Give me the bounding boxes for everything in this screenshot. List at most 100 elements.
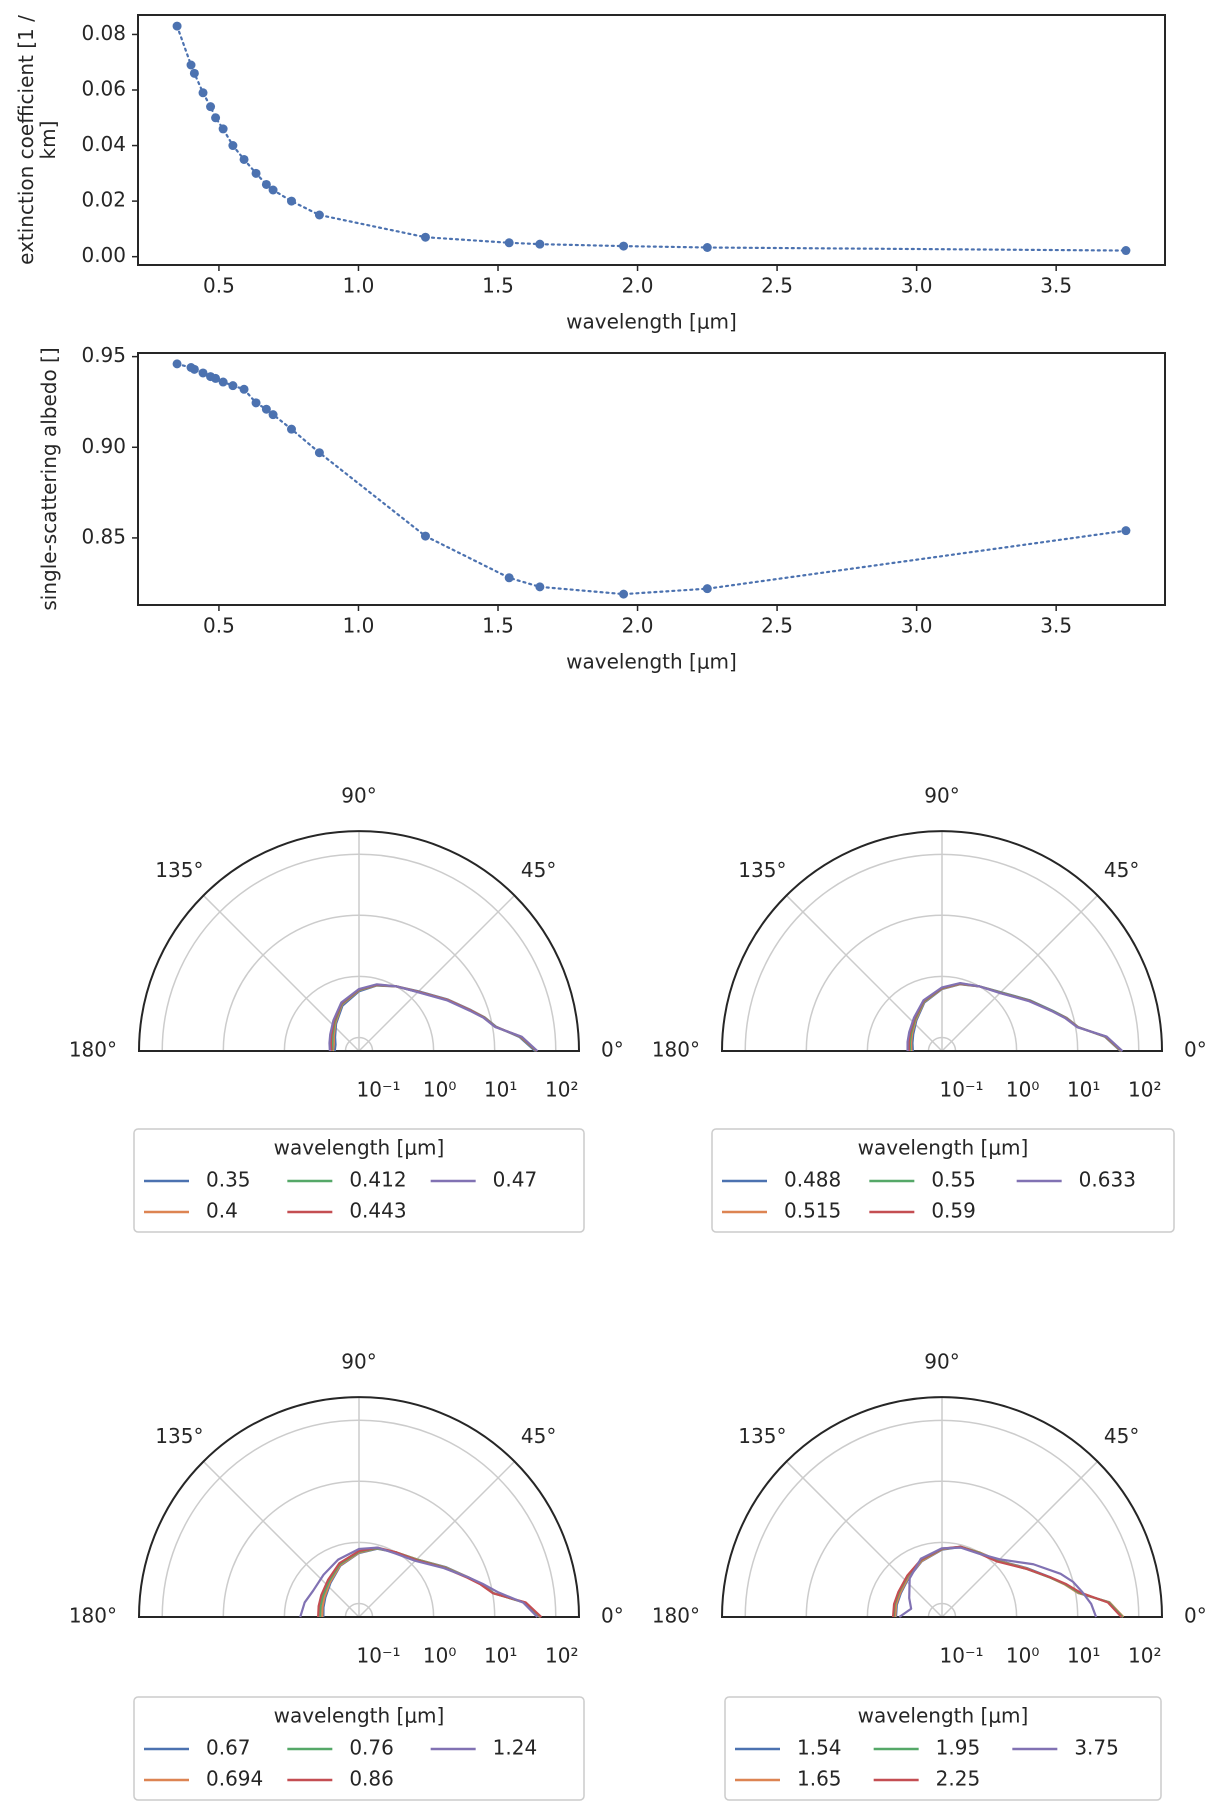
data-point (228, 381, 238, 391)
theta-tick-label: 0° (601, 1038, 624, 1062)
series-line (898, 1546, 1098, 1618)
theta-tick-label: 90° (924, 784, 959, 808)
data-point (420, 232, 430, 242)
legend-label: 0.694 (206, 1767, 263, 1791)
data-point (186, 60, 196, 70)
theta-tick-label: 0° (1184, 1038, 1207, 1062)
legend-label: 1.65 (797, 1767, 842, 1791)
y-tick-label: 0.02 (81, 188, 126, 212)
y-tick-label: 0.90 (81, 434, 126, 458)
legend-label: 2.25 (936, 1767, 981, 1791)
theta-tick-label: 90° (341, 784, 376, 808)
data-point (261, 404, 271, 414)
data-point (228, 141, 238, 151)
polar-frame (720, 1396, 1164, 1618)
legend-label: 1.54 (797, 1736, 842, 1760)
theta-tick-label: 45° (521, 1424, 556, 1448)
legend-label: 3.75 (1074, 1736, 1119, 1760)
data-point (314, 448, 324, 458)
legend-title: wavelength [μm] (274, 1136, 445, 1160)
data-point (251, 168, 261, 178)
legend-box (724, 1696, 1162, 1801)
y-axis-label: single-scattering albedo [] (37, 347, 61, 610)
theta-tick-label: 90° (341, 1350, 376, 1374)
theta-grid-line (785, 894, 943, 1052)
legend-label: 0.515 (784, 1199, 841, 1223)
data-point (619, 589, 629, 599)
data-point (198, 368, 208, 378)
polar-frame (720, 830, 1164, 1052)
data-point (504, 238, 514, 248)
data-point (619, 241, 629, 251)
x-tick-label: 3.0 (901, 614, 933, 638)
data-point (702, 243, 712, 252)
axes-frame (137, 352, 1166, 606)
series-line (317, 1546, 543, 1618)
r-tick-label: 10⁰ (1006, 1644, 1039, 1668)
r-tick-label: 10² (1128, 1078, 1161, 1102)
legend-box (133, 1128, 585, 1233)
theta-grid-line (941, 1460, 1099, 1618)
x-tick-label: 3.5 (1040, 614, 1072, 638)
data-point (420, 531, 430, 541)
x-tick-label: 1.5 (482, 614, 514, 638)
r-tick-label: 10¹ (484, 1078, 517, 1102)
data-line (175, 362, 1128, 596)
series-line (894, 1545, 1125, 1618)
data-point (211, 113, 221, 123)
legend-label: 0.4 (206, 1199, 238, 1223)
r-tick-label: 10⁻¹ (357, 1078, 401, 1102)
x-tick-label: 1.0 (343, 274, 375, 298)
x-tick-label: 2.5 (761, 274, 793, 298)
data-point (189, 364, 199, 374)
r-tick-label: 10¹ (484, 1644, 517, 1668)
legend-label: 0.55 (931, 1168, 976, 1192)
legend-label: 0.633 (1079, 1168, 1136, 1192)
x-tick-label: 3.0 (901, 274, 933, 298)
theta-tick-label: 135° (738, 858, 786, 882)
x-tick-label: 2.0 (622, 274, 654, 298)
theta-tick-label: 0° (1184, 1604, 1207, 1628)
axes-frame (137, 14, 1166, 266)
y-tick-label: 0.04 (81, 132, 126, 156)
series-line (319, 1547, 542, 1618)
theta-tick-label: 135° (738, 1424, 786, 1448)
x-axis-label: wavelength [μm] (566, 650, 737, 674)
series-line (322, 1547, 541, 1618)
legend-label: 0.35 (206, 1168, 251, 1192)
x-axis-label: wavelength [μm] (566, 310, 737, 334)
legend-label: 0.86 (349, 1767, 394, 1791)
data-point (218, 377, 228, 387)
data-point (239, 154, 249, 164)
legend-label: 0.488 (784, 1168, 841, 1192)
y-tick-label: 0.06 (81, 77, 126, 101)
x-tick-label: 3.5 (1040, 274, 1072, 298)
data-point (206, 102, 216, 112)
series-line (299, 1546, 539, 1618)
data-point (504, 573, 514, 583)
data-point (172, 21, 182, 31)
legend-box (133, 1696, 585, 1801)
theta-tick-label: 180° (69, 1604, 117, 1628)
legend-label: 0.67 (206, 1736, 251, 1760)
data-point (189, 68, 199, 78)
theta-tick-label: 135° (155, 1424, 203, 1448)
legend-label: 0.76 (349, 1736, 394, 1760)
data-point (1121, 246, 1131, 256)
data-point (286, 424, 296, 434)
data-point (211, 373, 221, 383)
data-point (286, 196, 296, 206)
legend-label: 0.59 (931, 1199, 976, 1223)
x-tick-label: 0.5 (203, 274, 235, 298)
data-point (239, 384, 249, 394)
legend-box (711, 1128, 1175, 1233)
legend-label: 0.412 (349, 1168, 406, 1192)
r-tick-label: 10¹ (1067, 1644, 1100, 1668)
x-tick-label: 2.0 (622, 614, 654, 638)
data-point (535, 239, 545, 249)
theta-tick-label: 135° (155, 858, 203, 882)
series-line (894, 1545, 1124, 1618)
y-tick-label: 0.95 (81, 343, 126, 367)
data-point (314, 210, 324, 220)
legend-label: 0.47 (493, 1168, 538, 1192)
